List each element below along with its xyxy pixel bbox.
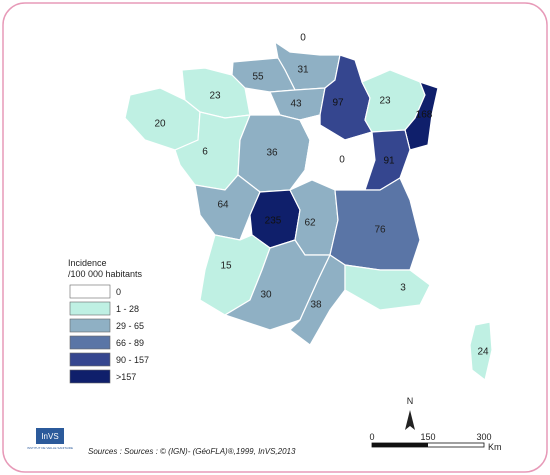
scale-label: 150 bbox=[420, 432, 435, 442]
region-label: 23 bbox=[379, 96, 391, 107]
legend-label: 1 - 28 bbox=[116, 304, 139, 314]
scale-bar-outline bbox=[371, 442, 485, 448]
region-label: 31 bbox=[297, 65, 309, 76]
logo: InVS INSTITUT DE VEILLE SANITAIRE bbox=[27, 428, 73, 450]
legend: Incidence/100 000 habitants 0 1 - 28 29 - 6… bbox=[68, 258, 149, 384]
region bbox=[344, 264, 431, 311]
legend-label: 90 - 157 bbox=[116, 355, 149, 365]
region-label: 43 bbox=[290, 99, 302, 110]
region-label: 62 bbox=[304, 218, 316, 229]
scale-unit: Km bbox=[488, 442, 502, 452]
legend-label: 0 bbox=[116, 287, 121, 297]
logo-subtitle: INSTITUT DE VEILLE SANITAIRE bbox=[27, 446, 73, 450]
legend-swatch bbox=[69, 284, 111, 299]
region bbox=[223, 239, 331, 331]
region bbox=[237, 114, 311, 193]
north-arrow: N bbox=[405, 396, 415, 430]
legend-label: 29 - 65 bbox=[116, 321, 144, 331]
region-label: 20 bbox=[154, 119, 166, 130]
legend-title: /100 000 habitants bbox=[68, 269, 143, 279]
legend-swatch bbox=[69, 352, 111, 367]
legend-swatch bbox=[69, 301, 111, 316]
legend-title: Incidence bbox=[68, 258, 107, 268]
region-label: 0 bbox=[300, 33, 306, 44]
legend-label: 66 - 89 bbox=[116, 338, 144, 348]
region-label: 15 bbox=[220, 261, 232, 272]
region-label: 24 bbox=[477, 347, 489, 358]
region-label: 97 bbox=[332, 98, 344, 109]
region-label: 168 bbox=[416, 110, 433, 121]
region-label: 235 bbox=[265, 216, 282, 227]
north-label: N bbox=[407, 396, 414, 406]
region-label: 0 bbox=[339, 155, 345, 166]
logo-box bbox=[36, 428, 64, 444]
scale-label: 300 bbox=[476, 432, 491, 442]
region-label: 36 bbox=[266, 148, 278, 159]
region bbox=[469, 321, 493, 382]
region-label: 76 bbox=[374, 225, 386, 236]
region-label: 91 bbox=[383, 156, 395, 167]
legend-swatch bbox=[69, 318, 111, 333]
region-label: 55 bbox=[252, 72, 264, 83]
scale-bar-fill bbox=[372, 443, 428, 447]
north-arrow-shape bbox=[405, 410, 415, 430]
scale-label: 0 bbox=[369, 432, 374, 442]
legend-swatch bbox=[69, 335, 111, 350]
region-label: 23 bbox=[209, 91, 221, 102]
region-label: 30 bbox=[260, 290, 272, 301]
france-map: 0 31 55 23 20 43 97 23 168 6 36 0 91 64 235 62 76 15 30 38 3… bbox=[124, 17, 493, 382]
region-label: 38 bbox=[310, 300, 322, 311]
region-label: 64 bbox=[217, 200, 229, 211]
logo-name: InVS bbox=[41, 432, 58, 441]
legend-label: >157 bbox=[116, 372, 136, 382]
source: Sources : Sources : © (IGN)- (GéoFLA)®,1… bbox=[88, 447, 296, 456]
region bbox=[329, 177, 421, 271]
region-label: 3 bbox=[400, 283, 406, 294]
region-label: 6 bbox=[202, 147, 208, 158]
legend-swatch bbox=[69, 369, 111, 384]
